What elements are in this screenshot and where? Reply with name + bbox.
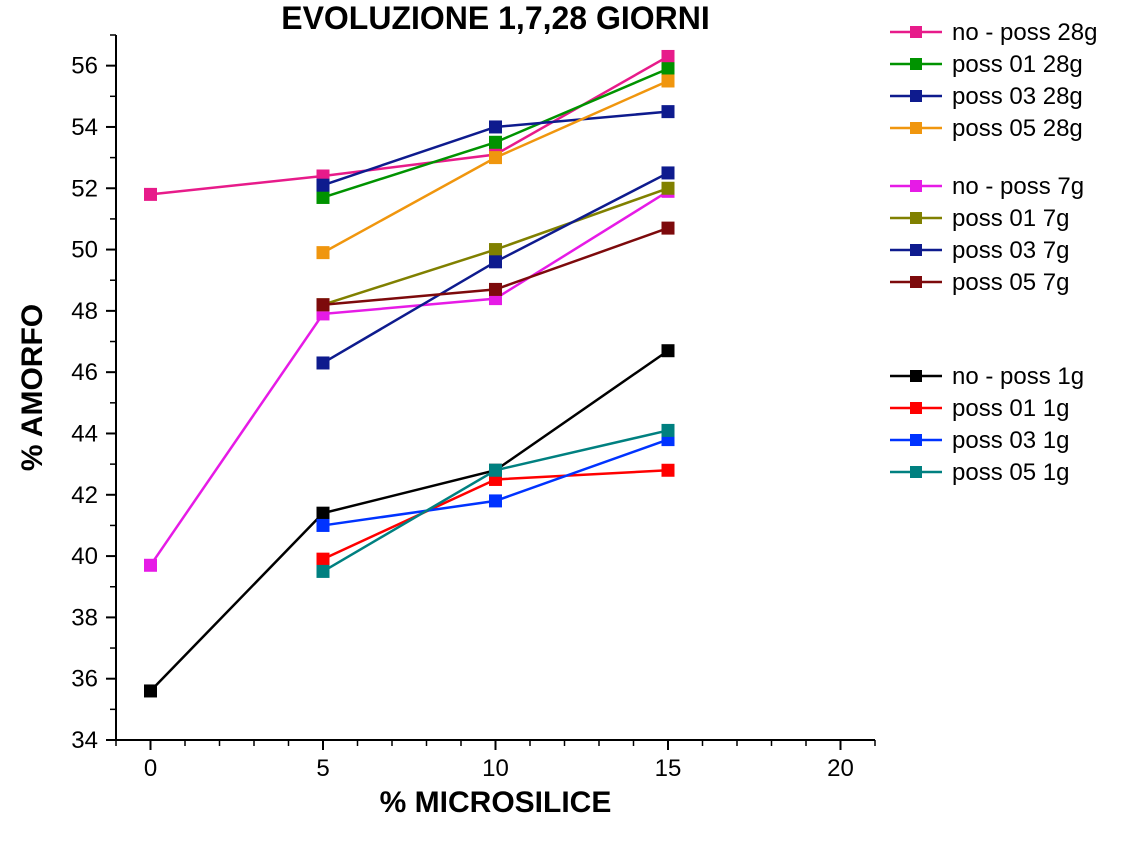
legend-label-poss_03_28g: poss 03 28g (952, 83, 1083, 110)
legend-marker-no_poss_1g (910, 370, 922, 382)
legend-marker-poss_03_7g (910, 244, 922, 256)
y-tick-label: 46 (71, 359, 98, 386)
y-tick-label: 42 (71, 482, 98, 509)
x-tick-label: 15 (655, 755, 682, 782)
y-tick-label: 34 (71, 727, 98, 754)
y-tick-label: 56 (71, 53, 98, 80)
y-tick-label: 36 (71, 666, 98, 693)
series-marker-poss_01_1g (662, 464, 674, 476)
legend-marker-no_poss_7g (910, 180, 922, 192)
series-marker-poss_03_1g (490, 495, 502, 507)
series-marker-poss_05_1g (317, 565, 329, 577)
y-tick-label: 52 (71, 175, 98, 202)
series-marker-poss_03_28g (490, 121, 502, 133)
series-marker-poss_05_1g (662, 424, 674, 436)
series-marker-no_poss_7g (145, 559, 157, 571)
series-marker-poss_05_1g (490, 464, 502, 476)
x-tick-label: 20 (827, 755, 854, 782)
legend-marker-poss_01_28g (910, 58, 922, 70)
x-tick-label: 5 (316, 755, 329, 782)
series-marker-poss_01_1g (317, 553, 329, 565)
legend-marker-poss_03_28g (910, 90, 922, 102)
series-marker-poss_05_7g (317, 299, 329, 311)
x-tick-label: 0 (144, 755, 157, 782)
x-tick-label: 10 (482, 755, 509, 782)
legend-marker-poss_03_1g (910, 434, 922, 446)
legend-label-poss_03_1g: poss 03 1g (952, 427, 1069, 454)
y-tick-label: 54 (71, 114, 98, 141)
y-tick-label: 38 (71, 604, 98, 631)
legend-label-no_poss_28g: no - poss 28g (952, 19, 1097, 46)
series-marker-poss_03_7g (662, 167, 674, 179)
series-marker-poss_01_7g (490, 244, 502, 256)
legend-label-poss_05_7g: poss 05 7g (952, 269, 1069, 296)
series-marker-poss_01_28g (662, 63, 674, 75)
legend-label-poss_01_1g: poss 01 1g (952, 395, 1069, 422)
series-marker-no_poss_28g (662, 50, 674, 62)
legend-marker-poss_01_1g (910, 402, 922, 414)
series-marker-poss_05_7g (490, 283, 502, 295)
legend-marker-poss_01_7g (910, 212, 922, 224)
series-marker-poss_01_28g (317, 191, 329, 203)
series-marker-poss_03_28g (662, 106, 674, 118)
series-marker-no_poss_28g (145, 188, 157, 200)
series-marker-no_poss_1g (317, 507, 329, 519)
legend-marker-poss_05_28g (910, 122, 922, 134)
series-marker-poss_03_28g (317, 179, 329, 191)
series-marker-poss_01_28g (490, 136, 502, 148)
y-tick-label: 44 (71, 420, 98, 447)
y-tick-label: 40 (71, 543, 98, 570)
legend-label-poss_01_7g: poss 01 7g (952, 205, 1069, 232)
y-tick-label: 50 (71, 237, 98, 264)
y-axis-title: % AMORFO (16, 304, 49, 471)
series-marker-poss_03_1g (317, 519, 329, 531)
chart-container: 0 5 10 15 20 34 36 38 40 42 44 46 48 50 52 54 56 % MICROS… (0, 0, 1146, 841)
legend-label-no_poss_1g: no - poss 1g (952, 363, 1084, 390)
series-marker-poss_03_7g (490, 256, 502, 268)
legend-marker-poss_05_7g (910, 276, 922, 288)
series-marker-poss_03_7g (317, 357, 329, 369)
series-marker-poss_05_28g (662, 75, 674, 87)
x-axis-title: % MICROSILICE (380, 786, 612, 819)
legend-label-poss_05_28g: poss 05 28g (952, 115, 1083, 142)
series-marker-poss_05_7g (662, 222, 674, 234)
series-marker-poss_05_28g (317, 247, 329, 259)
legend-marker-poss_05_1g (910, 466, 922, 478)
y-tick-label: 48 (71, 298, 98, 325)
line-chart: 0 5 10 15 20 34 36 38 40 42 44 46 48 50 52 54 56 % MICROS… (0, 0, 1146, 841)
legend-label-poss_01_28g: poss 01 28g (952, 51, 1083, 78)
series-marker-poss_01_7g (662, 182, 674, 194)
legend-marker-no_poss_28g (910, 26, 922, 38)
series-marker-poss_05_28g (490, 152, 502, 164)
series-marker-no_poss_1g (145, 685, 157, 697)
legend-label-poss_03_7g: poss 03 7g (952, 237, 1069, 264)
series-marker-no_poss_1g (662, 345, 674, 357)
chart-title: EVOLUZIONE 1,7,28 GIORNI (281, 0, 710, 36)
legend-label-no_poss_7g: no - poss 7g (952, 173, 1084, 200)
legend-label-poss_05_1g: poss 05 1g (952, 459, 1069, 486)
